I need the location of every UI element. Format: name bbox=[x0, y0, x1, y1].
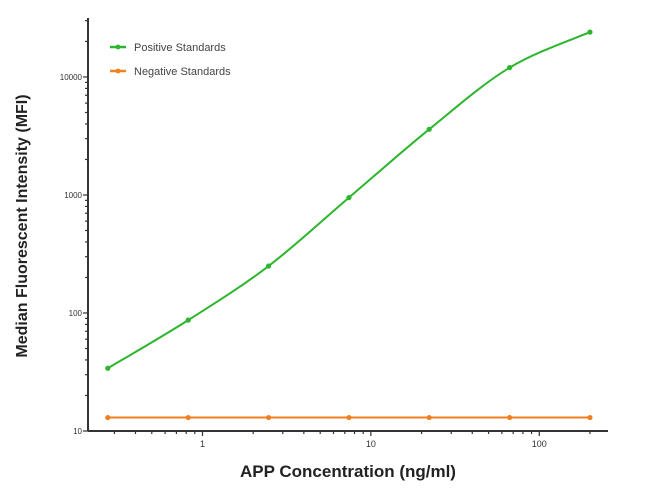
legend-marker-negative-standards bbox=[115, 68, 121, 74]
y-axis-label: Median Fluorescent Intensity (MFI) bbox=[14, 94, 31, 357]
positive-standards-point bbox=[105, 365, 111, 371]
axes: 1 10 100 10 100 1000 10000 bbox=[60, 18, 608, 449]
x-tick-label: 1 bbox=[200, 439, 205, 449]
negative-standards-point bbox=[185, 414, 191, 421]
y-tick-label: 10000 bbox=[60, 73, 83, 82]
y-tick-label: 100 bbox=[69, 309, 83, 318]
legend-label-positive-standards: Positive Standards bbox=[134, 42, 226, 54]
negative-standards-point bbox=[105, 414, 111, 421]
negative-standards-point bbox=[426, 414, 432, 421]
positive-standards-point bbox=[266, 263, 272, 269]
series-layer bbox=[105, 29, 593, 421]
legend: Positive Standards Negative Standards bbox=[110, 42, 231, 78]
negative-standards-point bbox=[346, 414, 352, 421]
x-tick-label: 100 bbox=[532, 439, 547, 449]
negative-standards-point bbox=[587, 414, 593, 421]
legend-marker-positive-standards bbox=[115, 44, 121, 50]
x-axis-label: APP Concentration (ng/ml) bbox=[240, 462, 456, 481]
x-tick-label: 10 bbox=[366, 439, 376, 449]
legend-label-negative-standards: Negative Standards bbox=[134, 66, 231, 78]
negative-standards-point bbox=[507, 414, 513, 421]
y-tick-label: 10 bbox=[73, 427, 82, 436]
positive-standards-point bbox=[587, 29, 593, 35]
negative-standards-point bbox=[266, 414, 272, 421]
positive-standards-point bbox=[426, 126, 432, 132]
y-tick-label: 1000 bbox=[64, 191, 82, 200]
positive-standards-point bbox=[185, 317, 191, 323]
positive-standards-point bbox=[346, 195, 352, 201]
positive-standards-point bbox=[507, 65, 513, 71]
